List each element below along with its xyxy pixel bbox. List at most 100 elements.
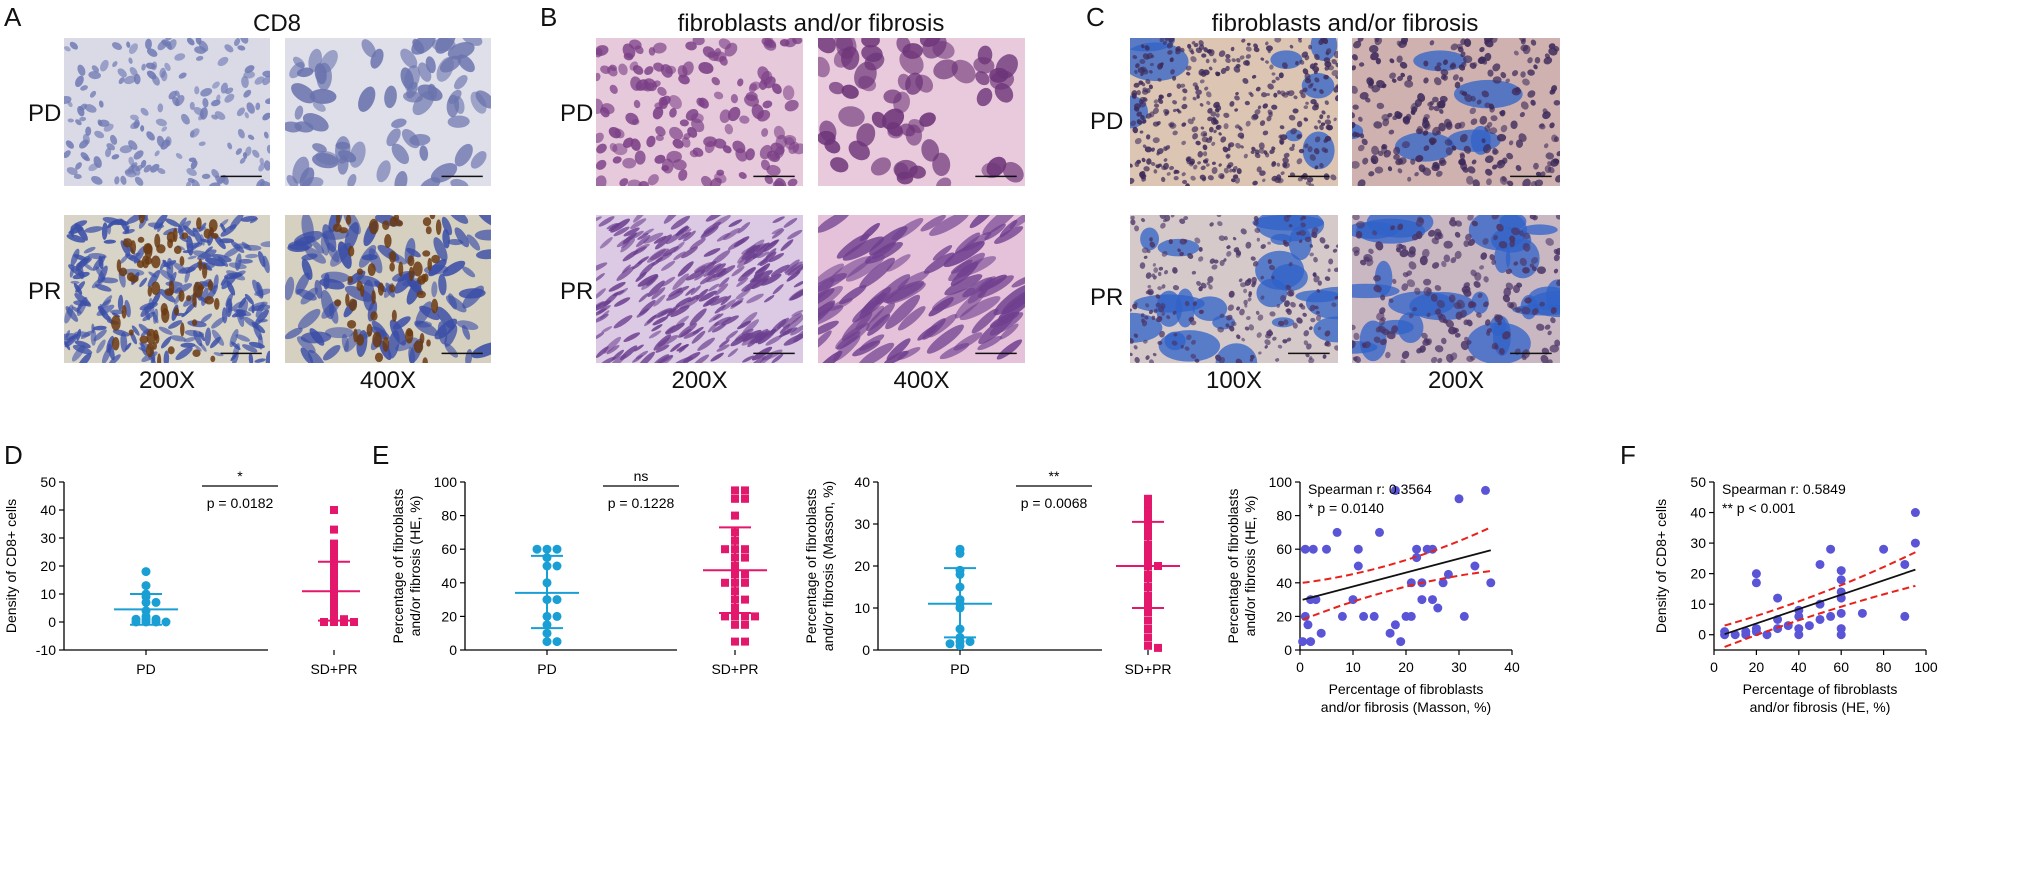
nucleus: [944, 274, 983, 296]
nucleus: [962, 231, 992, 252]
nucleus: [67, 101, 73, 108]
scatter-point: [1826, 544, 1836, 554]
nucleus: [1172, 310, 1177, 315]
nucleus: [244, 65, 255, 74]
nucleus: [1169, 57, 1174, 63]
nucleus: [1198, 256, 1204, 262]
nucleus: [1202, 69, 1210, 76]
nucleus: [427, 83, 438, 100]
nucleus: [1130, 219, 1136, 226]
micrograph-c-pr-100x: [1130, 215, 1338, 363]
nucleus: [1258, 351, 1262, 355]
nucleus: [1210, 111, 1217, 117]
nucleus: [1159, 215, 1166, 220]
collagen-blob: [1313, 316, 1338, 343]
nucleus: [1556, 279, 1560, 287]
nucleus: [790, 324, 803, 336]
spearman-annotation: ** p < 0.001: [1722, 500, 1796, 516]
nucleus: [923, 252, 955, 274]
nucleus: [665, 230, 684, 245]
cd8-positive-cell: [139, 335, 149, 344]
cd8-positive-cell: [416, 290, 426, 299]
nucleus: [1265, 60, 1269, 64]
nucleus: [1175, 48, 1182, 55]
nucleus: [329, 303, 339, 324]
nucleus: [731, 300, 743, 307]
scatter-point: [1730, 630, 1740, 640]
nucleus: [1250, 150, 1255, 155]
nucleus: [186, 38, 195, 46]
scale-bar: [441, 352, 483, 355]
x-tick-label: 10: [1345, 659, 1361, 675]
nucleus: [1505, 78, 1511, 83]
nucleus: [155, 118, 167, 127]
nucleus: [745, 91, 758, 102]
nucleus: [1011, 275, 1025, 288]
significance-marker: *: [237, 468, 243, 484]
nucleus: [737, 222, 751, 234]
scatter-point: [1720, 627, 1730, 637]
nucleus: [1138, 81, 1143, 86]
nucleus: [1166, 315, 1171, 320]
nucleus: [654, 154, 666, 164]
data-point-sdpr: [1144, 511, 1152, 520]
nucleus: [1313, 275, 1320, 283]
nucleus: [1239, 55, 1245, 60]
data-point-sdpr: [340, 618, 348, 626]
nucleus: [1155, 294, 1161, 299]
nucleus: [664, 325, 676, 334]
nucleus: [722, 227, 741, 241]
nucleus: [950, 261, 979, 287]
nucleus: [698, 290, 718, 302]
nucleus: [1160, 222, 1166, 229]
nucleus: [1231, 58, 1236, 63]
nucleus: [328, 215, 343, 233]
nucleus: [1355, 230, 1363, 239]
nucleus: [1380, 338, 1387, 346]
nucleus: [371, 326, 390, 340]
nucleus: [1357, 144, 1365, 152]
nucleus: [1161, 176, 1166, 183]
scatter-point: [1308, 544, 1318, 554]
nucleus: [1543, 56, 1553, 65]
nucleus: [1458, 76, 1464, 82]
nucleus: [1352, 215, 1360, 221]
nucleus: [770, 264, 790, 277]
nucleus: [1441, 337, 1447, 345]
nucleus: [161, 71, 168, 82]
nucleus: [394, 170, 408, 186]
y-tick-label: 10: [1690, 596, 1706, 612]
nucleus: [1352, 131, 1358, 138]
nucleus: [841, 46, 860, 70]
nucleus: [609, 143, 618, 152]
nucleus: [1220, 67, 1227, 74]
nucleus: [1291, 143, 1295, 148]
nucleus: [145, 62, 156, 70]
nucleus: [1489, 254, 1495, 261]
nucleus: [1190, 320, 1197, 326]
nucleus: [638, 351, 655, 363]
cd8-positive-cell: [334, 299, 342, 307]
nucleus: [932, 245, 953, 261]
nucleus: [447, 115, 470, 128]
nucleus: [672, 273, 689, 290]
nucleus: [623, 332, 641, 343]
spearman-annotation: Spearman r: 0.5849: [1722, 481, 1846, 497]
nucleus: [181, 113, 190, 125]
nucleus: [419, 177, 441, 186]
nucleus: [696, 97, 705, 107]
nucleus: [304, 246, 327, 264]
nucleus: [1268, 111, 1273, 118]
nucleus: [1157, 305, 1165, 313]
nucleus: [633, 344, 644, 352]
nucleus: [1183, 215, 1189, 221]
scale-bar: [753, 175, 795, 178]
nucleus: [783, 333, 803, 346]
cd8-positive-cell: [345, 293, 350, 307]
nucleus: [989, 70, 1015, 90]
nucleus: [1317, 326, 1322, 331]
nucleus: [1374, 166, 1384, 174]
y-tick-label: 0: [1698, 627, 1706, 643]
y-tick-label: 50: [1690, 474, 1706, 490]
nucleus: [765, 335, 783, 346]
